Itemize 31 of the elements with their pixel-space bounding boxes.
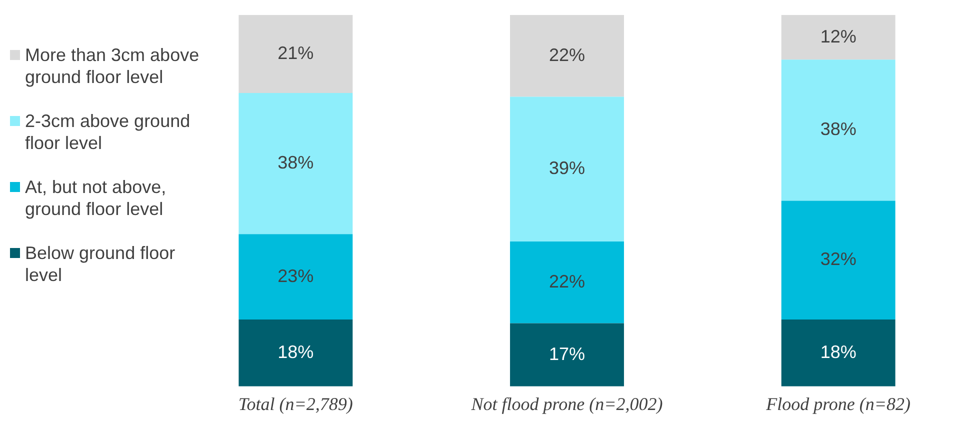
bar <box>238 92 353 234</box>
bar <box>781 320 896 386</box>
legend-label: 2-3cm above ground floor level <box>25 110 192 154</box>
data-label: 21% <box>278 42 314 63</box>
bar <box>510 242 624 324</box>
bar <box>781 60 896 201</box>
bar <box>238 15 353 93</box>
x-tick-label: Total (n=2,789) <box>238 394 353 414</box>
bar <box>781 200 896 320</box>
data-label: 22% <box>548 271 586 292</box>
bar <box>510 96 624 242</box>
data-label: 38% <box>820 119 856 140</box>
data-label: 12% <box>820 26 856 46</box>
legend-label: Below ground floor level <box>25 242 176 286</box>
data-label: 22% <box>548 44 586 65</box>
bar <box>510 323 624 386</box>
data-label: 17% <box>548 344 586 364</box>
bar <box>510 15 624 97</box>
data-label: 23% <box>278 266 314 286</box>
x-tick-label: Not flood prone (n=2,002) <box>470 394 663 414</box>
bar <box>238 320 353 386</box>
bar <box>238 234 353 320</box>
legend-label: At, but not above, ground floor level <box>25 176 168 220</box>
data-label: 32% <box>820 249 856 270</box>
data-label: 18% <box>278 342 314 362</box>
bar <box>781 15 896 60</box>
x-tick-label: Flood prone (n=82) <box>765 394 911 414</box>
legend-label: More than 3cm above ground floor level <box>25 44 200 88</box>
data-label: 38% <box>278 152 314 173</box>
data-label: 18% <box>820 342 856 362</box>
data-label: 39% <box>548 158 586 178</box>
